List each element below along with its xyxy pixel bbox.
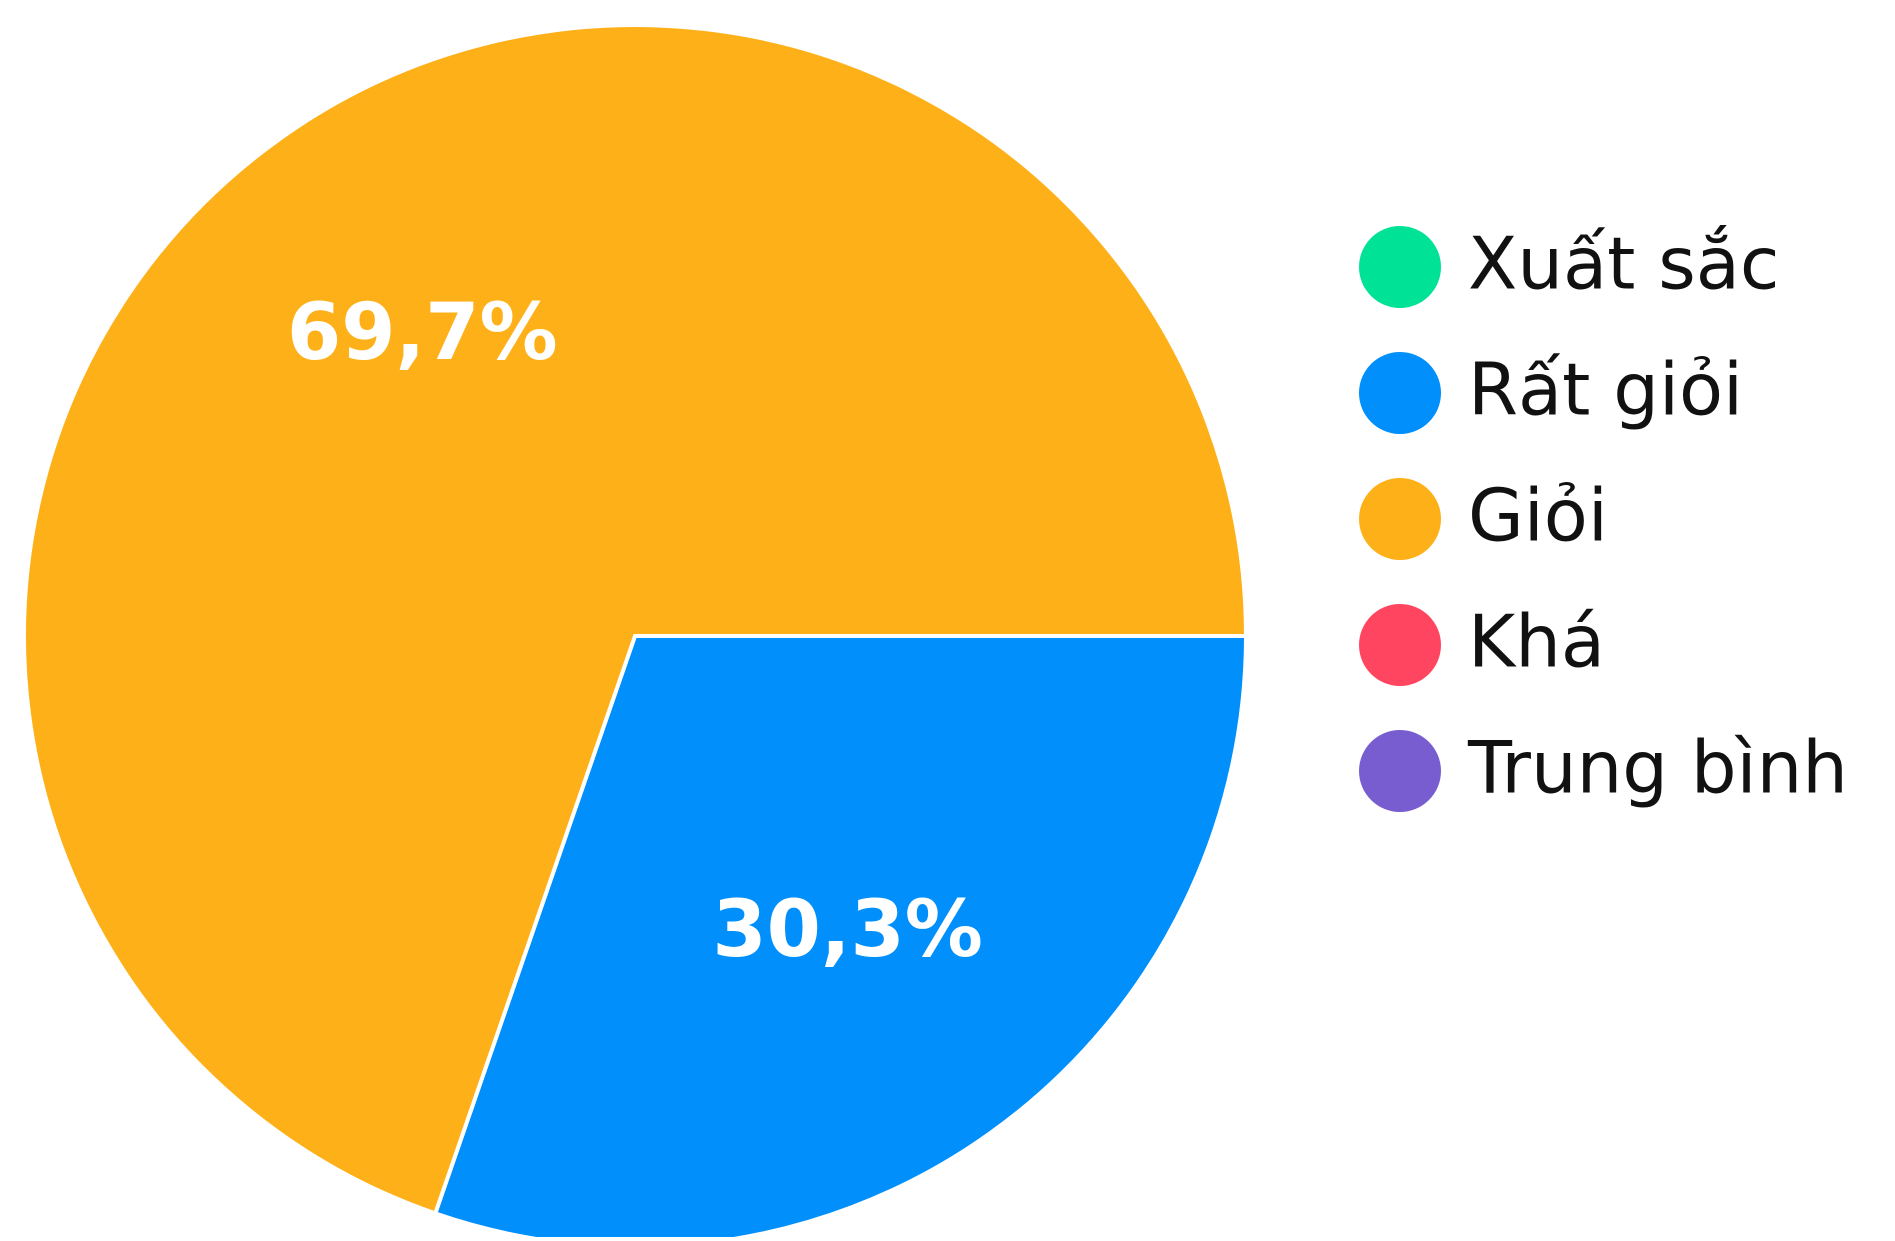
legend-marker bbox=[1359, 604, 1441, 686]
legend-label: Giỏi bbox=[1468, 474, 1608, 558]
legend-marker bbox=[1359, 730, 1441, 812]
legend-marker bbox=[1359, 478, 1441, 560]
legend-label: Trung bình bbox=[1467, 726, 1848, 810]
pie-slice bbox=[22, 23, 1249, 1216]
pie-slice bbox=[432, 634, 1249, 1241]
legend-label: Rất giỏi bbox=[1468, 348, 1743, 432]
data-label: 69,7% bbox=[287, 288, 558, 378]
data-label: 30,3% bbox=[712, 885, 983, 975]
legend-label: Xuất sắc bbox=[1468, 222, 1779, 306]
legend-marker bbox=[1359, 352, 1441, 434]
legend-label: Khá bbox=[1468, 600, 1605, 684]
legend-marker bbox=[1359, 226, 1441, 308]
